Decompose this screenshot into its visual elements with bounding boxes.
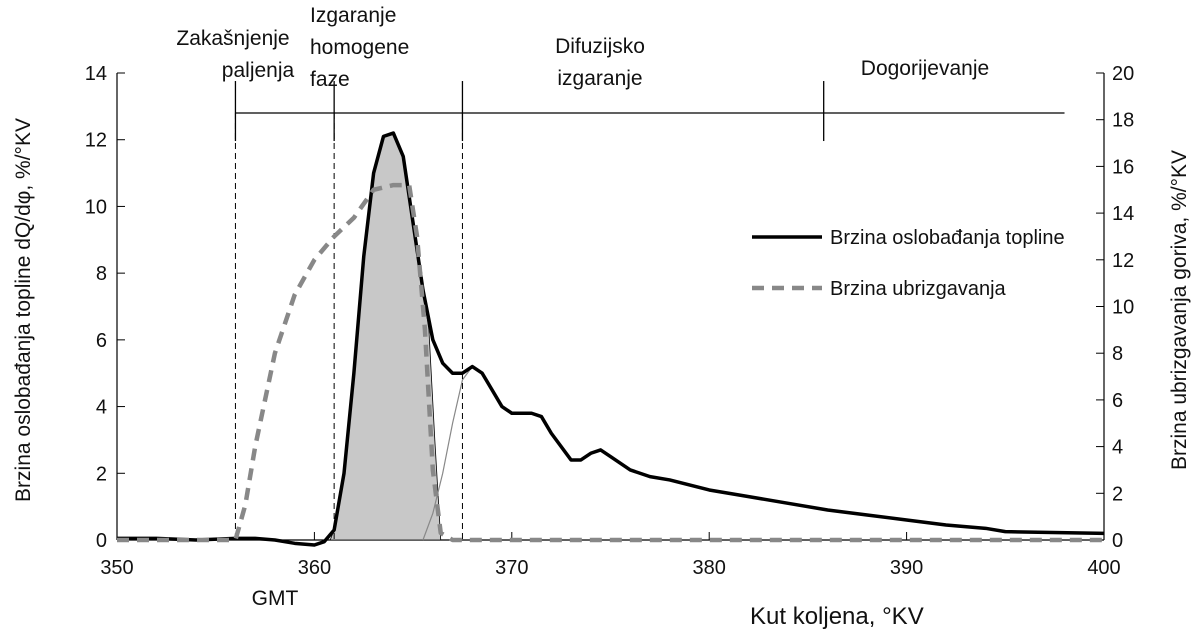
- y-tick-label: 6: [96, 330, 107, 352]
- annotation: izgaranje: [557, 67, 642, 90]
- y2-tick-label: 10: [1112, 297, 1134, 319]
- y2-tick-label: 20: [1112, 63, 1134, 85]
- annotation: Izgaranje: [310, 4, 396, 27]
- series-line: [117, 131, 1105, 547]
- y2-tick-label: 16: [1112, 156, 1134, 178]
- legend-label: Brzina oslobađanja topline: [830, 227, 1065, 249]
- y-tick-label: 8: [96, 263, 107, 285]
- y2-tick-label: 14: [1112, 203, 1134, 225]
- diffusion-curve: [422, 366, 473, 541]
- x-tick-label: 400: [1087, 557, 1120, 579]
- y2-tick-label: 2: [1112, 483, 1123, 505]
- x-tick-label: 360: [298, 557, 331, 579]
- annotation: paljenja: [222, 59, 295, 82]
- x-tick-label: 350: [100, 557, 133, 579]
- y2-tick-label: 8: [1112, 343, 1123, 365]
- x-tick-label: 390: [890, 557, 923, 579]
- y2-tick-label: 18: [1112, 110, 1134, 132]
- annotation: Difuzijsko: [555, 35, 645, 58]
- y-tick-label: 12: [85, 130, 107, 152]
- x-axis-label: Kut koljena, °KV: [750, 603, 924, 630]
- y2-tick-label: 12: [1112, 250, 1134, 272]
- annotation: Dogorijevanje: [861, 57, 989, 80]
- x-tick-label: 370: [495, 557, 528, 579]
- y2-tick-label: 6: [1112, 390, 1123, 412]
- x-tick-label: 380: [693, 557, 726, 579]
- y2-axis-label: Brzina ubrizgavanja goriva, %/°KV: [1168, 150, 1191, 470]
- annotation: homogene: [310, 36, 409, 59]
- y-tick-label: 0: [96, 530, 107, 552]
- y-tick-label: 10: [85, 196, 107, 218]
- y2-tick-label: 0: [1112, 530, 1123, 552]
- annotation: GMT: [252, 587, 299, 610]
- annotation: Zakašnjenje: [176, 27, 289, 50]
- annotation: faze: [310, 68, 350, 91]
- y-tick-label: 14: [85, 63, 107, 85]
- legend-label: Brzina ubrizgavanja: [830, 278, 1007, 300]
- series-line: [117, 182, 1104, 543]
- y2-tick-label: 4: [1112, 437, 1123, 459]
- y-tick-label: 4: [96, 397, 107, 419]
- y-tick-label: 2: [96, 463, 107, 485]
- y-axis-label: Brzina oslobađanja topline dQ/dφ, %/°KV: [12, 118, 35, 502]
